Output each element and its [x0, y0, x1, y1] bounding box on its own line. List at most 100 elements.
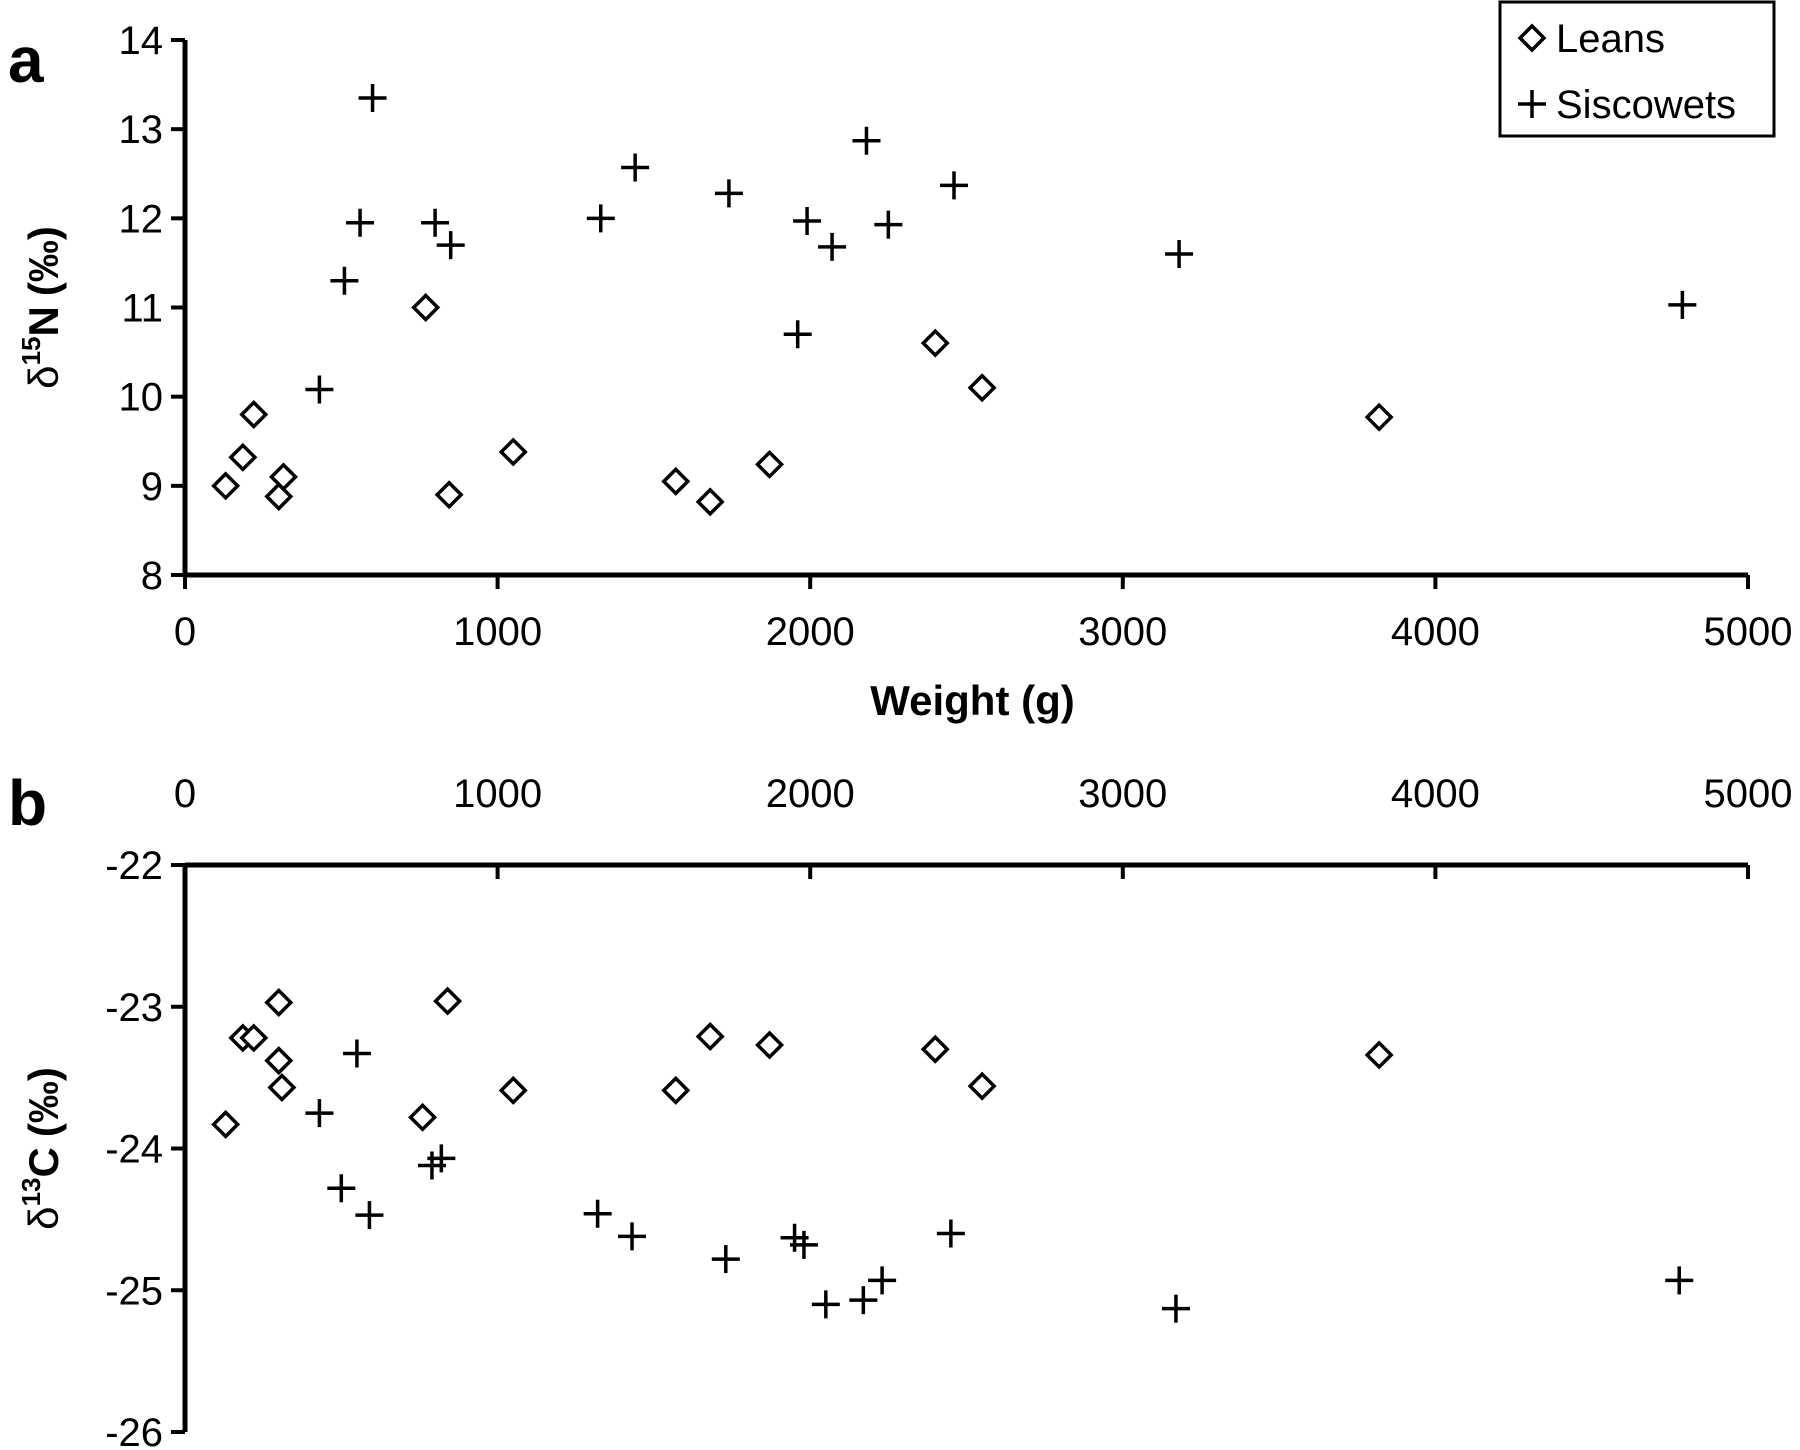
- lean-point: [755, 449, 785, 479]
- siscowet-point: [618, 1222, 647, 1251]
- legend: Leans Siscowets: [1498, 0, 1776, 138]
- siscowet-point: [849, 1286, 878, 1315]
- lean-point: [267, 1073, 297, 1103]
- siscowet-point: [583, 1199, 612, 1228]
- lean-point: [967, 373, 997, 403]
- lean-point: [755, 1030, 785, 1060]
- panel-letter: b: [8, 767, 47, 839]
- siscowet-point: [427, 1144, 456, 1173]
- panel-letter: a: [8, 24, 44, 96]
- lean-point: [239, 1023, 269, 1053]
- y-tick-label: -23: [105, 986, 163, 1030]
- x-tick-label: 1000: [453, 772, 542, 816]
- lean-point: [920, 328, 950, 358]
- y-axis-title-superscript: 15: [16, 337, 46, 366]
- siscowet-point: [346, 208, 375, 237]
- siscowet-point: [621, 153, 650, 182]
- x-tick-label: 0: [174, 610, 196, 654]
- y-tick-label: 14: [119, 19, 164, 63]
- legend-label: Siscowets: [1556, 83, 1736, 127]
- siscowet-point: [421, 208, 450, 237]
- lean-point: [661, 466, 691, 496]
- series-leans: [211, 293, 1394, 517]
- y-tick-label: -22: [105, 844, 163, 888]
- lean-point: [239, 400, 269, 429]
- x-tick-label: 5000: [1704, 610, 1793, 654]
- x-tick-label: 4000: [1391, 610, 1480, 654]
- y-axis-title: δ15N (‰): [16, 226, 67, 389]
- lean-point: [408, 1102, 438, 1132]
- lean-point: [498, 437, 528, 467]
- siscowet-point: [818, 232, 847, 261]
- siscowet-point: [1665, 1266, 1694, 1295]
- lean-point: [695, 487, 725, 517]
- lean-point: [264, 988, 294, 1017]
- siscowet-point: [939, 171, 968, 200]
- y-axis-title-prefix: δ: [20, 1206, 67, 1229]
- legend-diamond-icon: [1517, 23, 1547, 53]
- lean-point: [433, 986, 463, 1016]
- y-axis-title-element: N: [20, 306, 67, 336]
- siscowet-point: [1668, 290, 1697, 319]
- lean-point: [498, 1075, 528, 1105]
- x-tick-label: 0: [174, 772, 196, 816]
- legend-label: Leans: [1556, 17, 1665, 61]
- legend-plus-icon: [1518, 90, 1546, 118]
- lean-point: [1364, 402, 1394, 432]
- x-tick-label: 3000: [1078, 610, 1167, 654]
- siscowet-point: [330, 266, 359, 295]
- x-tick-label: 5000: [1704, 772, 1793, 816]
- siscowet-point: [342, 1039, 371, 1068]
- y-tick-label: 11: [121, 287, 163, 331]
- siscowet-point: [936, 1219, 965, 1248]
- siscowet-point: [355, 1201, 384, 1230]
- siscowet-point: [852, 126, 881, 155]
- series-siscowets: [305, 83, 1697, 404]
- lean-point: [211, 1109, 241, 1139]
- series-siscowets: [305, 1039, 1694, 1323]
- y-tick-label: 13: [119, 108, 164, 152]
- lean-point: [264, 482, 294, 512]
- siscowet-point: [868, 1266, 897, 1295]
- lean-point: [228, 442, 258, 472]
- y-axis-title-unit: (‰): [20, 1067, 67, 1137]
- lean-point: [264, 1046, 294, 1076]
- panel-a: a 8 9 10 11 12 13 14 0 1000 2000 3000 4000 5000 Weight…: [8, 0, 1793, 724]
- siscowet-point: [327, 1174, 356, 1203]
- y-axis-title-unit: (‰): [20, 226, 67, 296]
- y-tick-label: -25: [105, 1269, 163, 1313]
- lean-point: [434, 480, 464, 510]
- lean-point: [920, 1034, 950, 1064]
- lean-point: [967, 1071, 997, 1101]
- y-tick-label: 12: [119, 197, 164, 241]
- lean-point: [411, 293, 441, 322]
- siscowet-point: [305, 1099, 334, 1128]
- lean-point: [695, 1022, 725, 1051]
- x-tick-label: 3000: [1078, 772, 1167, 816]
- siscowet-point: [436, 231, 465, 260]
- lean-point: [268, 462, 298, 492]
- x-tick-label: 2000: [766, 772, 855, 816]
- y-tick-label: 8: [141, 554, 163, 598]
- siscowet-point: [789, 1230, 818, 1259]
- siscowet-point: [714, 179, 743, 208]
- y-tick-label: 10: [119, 376, 164, 420]
- y-axis-title-superscript: 13: [16, 1178, 46, 1207]
- x-axis-title: Weight (g): [870, 677, 1075, 724]
- siscowet-point: [874, 210, 903, 239]
- siscowet-point: [586, 204, 615, 233]
- y-axis-title-element: C: [20, 1147, 67, 1177]
- y-tick-label: -26: [105, 1411, 163, 1450]
- x-tick-label: 2000: [766, 610, 855, 654]
- y-tick-label: 9: [141, 465, 163, 509]
- siscowet-point: [1165, 240, 1194, 268]
- siscowet-point: [793, 207, 822, 236]
- series-leans: [211, 986, 1394, 1139]
- siscowet-point: [711, 1245, 740, 1274]
- y-axis-title: δ13C (‰): [16, 1067, 67, 1230]
- lean-point: [211, 471, 241, 501]
- siscowet-point: [783, 320, 812, 349]
- siscowet-point: [305, 375, 334, 404]
- lean-point: [661, 1075, 691, 1105]
